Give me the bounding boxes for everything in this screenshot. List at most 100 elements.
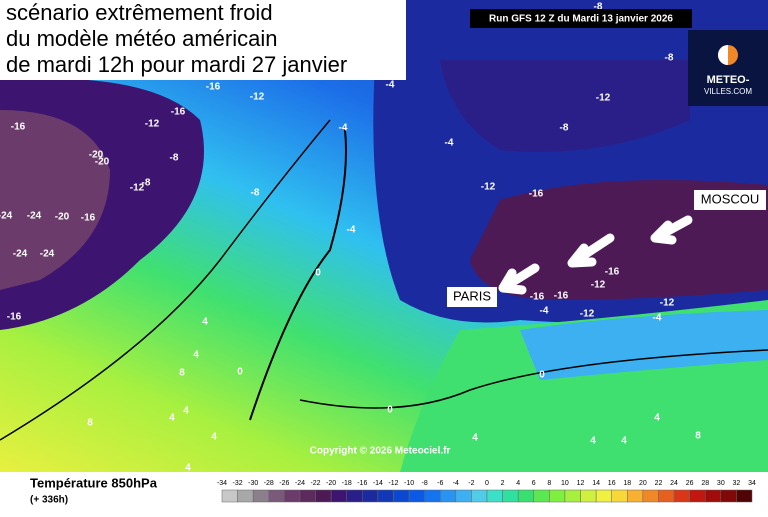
scale-tick-label: -10 xyxy=(404,480,414,487)
contour-label: -16 xyxy=(530,292,545,303)
contour-label: -12 xyxy=(660,298,675,309)
scale-swatch xyxy=(346,489,363,503)
scale-tick-label: -22 xyxy=(310,480,320,487)
run-label: Run GFS 12 Z du Mardi 13 janvier 2026 xyxy=(489,14,673,25)
scale-tick-label: 12 xyxy=(577,480,585,487)
scale-tick-label: 22 xyxy=(655,480,663,487)
contour-label: -8 xyxy=(594,2,603,13)
contour-label: 0 xyxy=(387,405,393,416)
scale-swatch xyxy=(486,489,503,503)
scale-tick-label: 4 xyxy=(516,480,520,487)
scale-swatch xyxy=(580,489,597,503)
legend-subtitle: (+ 336h) xyxy=(30,495,68,506)
contour-label: -12 xyxy=(145,119,160,130)
color-scale: -34 -32 -30 -28 -26 -24 -22 -20 -18 -16 -14 -12 -10-… xyxy=(217,480,756,503)
arrows xyxy=(498,215,693,295)
contour-label: -24 xyxy=(27,211,42,222)
scale-swatch xyxy=(471,489,488,503)
title-line: du modèle météo américain xyxy=(6,26,277,51)
contour-label: -4 xyxy=(445,138,454,149)
city-label: PARIS xyxy=(453,288,491,303)
cold-core xyxy=(440,60,690,152)
contour-label: -24 xyxy=(0,211,13,222)
logo-text: VILLES.COM xyxy=(704,87,752,96)
isotherm xyxy=(299,349,768,409)
scale-tick-label: -34 xyxy=(217,480,227,487)
zero-isotherm xyxy=(249,129,347,421)
scale-tick-label: 2 xyxy=(501,480,505,487)
scale-swatch xyxy=(455,489,472,503)
scale-swatch xyxy=(393,489,410,503)
scale-tick-label: 34 xyxy=(748,480,756,487)
scale-swatch xyxy=(237,489,254,503)
scale-swatch xyxy=(673,489,690,503)
title-box xyxy=(0,0,406,80)
scale-swatch xyxy=(268,489,285,503)
contour-label: -12 xyxy=(596,93,611,104)
scale-swatch xyxy=(658,489,675,503)
cold-core xyxy=(470,180,768,300)
scale-swatch xyxy=(533,489,550,503)
scale-tick-label: 10 xyxy=(561,480,569,487)
scale-swatch xyxy=(284,489,301,503)
scale-swatch xyxy=(252,489,270,503)
contour-label: 4 xyxy=(654,413,660,424)
scale-tick-label: -18 xyxy=(342,480,352,487)
contour-label: -12 xyxy=(591,280,606,291)
isotherm xyxy=(0,119,331,441)
scale-swatch xyxy=(736,489,753,503)
scale-tick-label: -14 xyxy=(373,480,383,487)
scale-tick-label: -26 xyxy=(279,480,289,487)
contour-label: -20 xyxy=(55,212,70,223)
contour-label: -8 xyxy=(251,188,260,199)
scale-tick-label: -12 xyxy=(388,480,398,487)
contour-label: 4 xyxy=(590,436,596,447)
contour-label: -4 xyxy=(540,306,549,317)
scale-swatch xyxy=(689,489,706,503)
scale-tick-label: -28 xyxy=(264,480,274,487)
contour-label: 4 xyxy=(621,436,627,447)
contour-label: 4 xyxy=(472,433,478,444)
contour-label: -8 xyxy=(560,123,569,134)
logo-box xyxy=(688,30,768,106)
contour-label: 4 xyxy=(193,350,199,361)
contour-label: -12 xyxy=(130,183,145,194)
scale-swatch xyxy=(502,489,519,503)
contour-label: -20 xyxy=(95,157,110,168)
contour-label: -12 xyxy=(250,92,265,103)
city-box xyxy=(447,287,497,307)
contour-label: -16 xyxy=(529,189,544,200)
scale-tick-label: -8 xyxy=(422,480,428,487)
city-box xyxy=(694,190,766,210)
contour-label: -24 xyxy=(40,249,55,260)
contour-label: 4 xyxy=(211,432,217,443)
scale-swatch xyxy=(627,489,644,503)
contour-label: -16 xyxy=(605,267,620,278)
scale-swatch xyxy=(299,489,316,503)
contour-label: -16 xyxy=(554,291,569,302)
scale-swatch xyxy=(595,489,612,503)
scale-swatch xyxy=(221,489,238,503)
scale-tick-label: 24 xyxy=(670,480,678,487)
scale-swatch xyxy=(720,489,737,503)
contour-label: 0 xyxy=(539,370,545,381)
scale-tick-label: 30 xyxy=(717,480,725,487)
scale-swatch xyxy=(424,489,441,503)
contour-label: -8 xyxy=(142,178,151,189)
contour-label: 4 xyxy=(169,413,175,424)
contour-labels: -16-12-16-12-16-4-8-20-20-12-8-8-24-24-2… xyxy=(0,2,701,474)
scale-swatch xyxy=(549,489,566,503)
scale-swatch xyxy=(704,489,722,503)
contour-label: -4 xyxy=(653,313,662,324)
scale-swatch xyxy=(611,489,628,503)
scale-tick-label: 14 xyxy=(592,480,600,487)
title-line: scénario extrêmement froid xyxy=(6,0,273,25)
scale-tick-label: 18 xyxy=(623,480,631,487)
contour-label: 0 xyxy=(315,268,321,279)
contour-label: 0 xyxy=(237,367,243,378)
contour-label: -16 xyxy=(171,107,186,118)
contour-label: 8 xyxy=(179,368,185,379)
